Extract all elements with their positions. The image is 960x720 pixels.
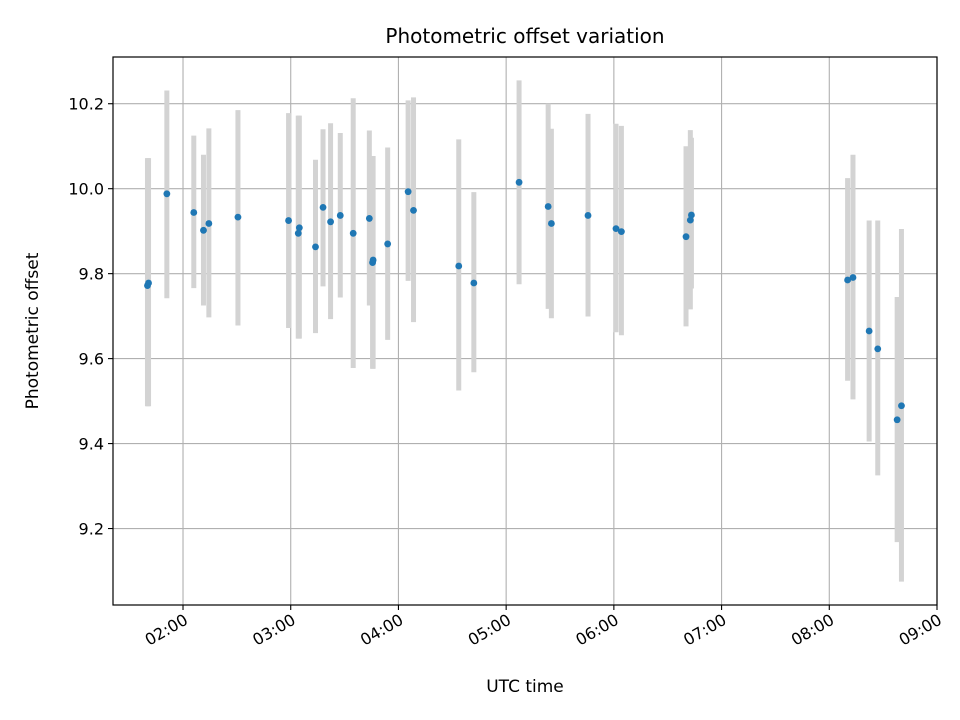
data-point <box>294 229 302 237</box>
y-tick-label: 10.2 <box>68 95 104 114</box>
data-point <box>849 274 857 281</box>
data-point <box>515 178 523 186</box>
data-point <box>544 203 552 210</box>
data-point <box>410 206 417 214</box>
data-point <box>893 416 901 424</box>
data-point <box>404 188 412 196</box>
data-point <box>618 228 625 235</box>
data-point <box>369 256 377 264</box>
data-point <box>295 224 303 232</box>
data-point <box>682 233 690 241</box>
data-point <box>612 225 620 233</box>
data-point <box>865 327 873 335</box>
chart-title: Photometric offset variation <box>385 24 664 48</box>
data-point <box>319 203 327 211</box>
x-axis-label: UTC time <box>486 677 564 697</box>
data-point <box>349 229 357 237</box>
data-point <box>455 262 463 270</box>
data-point <box>686 216 694 224</box>
data-point <box>844 276 851 284</box>
y-tick-label: 9.6 <box>79 350 104 369</box>
data-point <box>898 402 905 410</box>
y-tick-label: 9.4 <box>79 435 104 454</box>
data-point <box>584 212 592 219</box>
data-point <box>205 220 213 227</box>
data-point <box>200 226 207 234</box>
data-point <box>163 190 171 198</box>
data-point <box>547 220 555 227</box>
y-tick-label: 10.0 <box>68 180 104 199</box>
data-point <box>327 218 334 226</box>
data-points <box>144 178 905 424</box>
data-point <box>285 217 292 224</box>
plot-frame <box>112 56 938 606</box>
y-tick-label: 9.8 <box>79 265 104 284</box>
y-tick-label: 9.2 <box>79 520 104 539</box>
y-axis-label: Photometric offset <box>23 252 43 409</box>
y-axis-ticks: 9.2 9.4 9.6 9.8 10.0 10.2 <box>68 95 113 539</box>
data-point <box>190 209 198 216</box>
data-point <box>365 215 373 222</box>
data-point <box>312 243 319 251</box>
data-point <box>688 211 695 219</box>
data-point <box>874 345 882 353</box>
data-point <box>234 213 242 221</box>
data-point <box>336 212 344 219</box>
data-point <box>145 279 152 287</box>
data-point <box>384 240 392 248</box>
data-point <box>470 279 478 287</box>
